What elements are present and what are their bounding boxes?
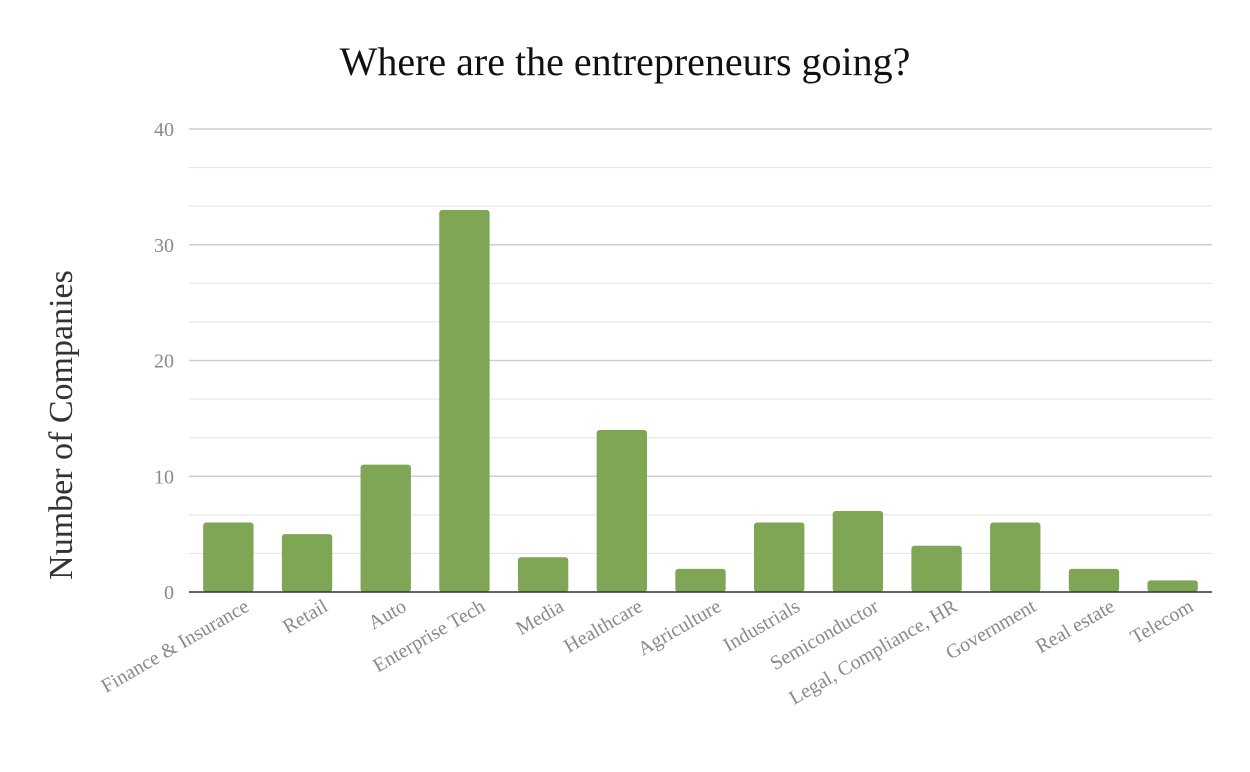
x-tick-label: Finance & Insurance bbox=[98, 595, 253, 697]
bar bbox=[517, 557, 569, 592]
bar bbox=[203, 522, 254, 592]
y-tick-labels: 0 10 20 30 40 bbox=[154, 119, 174, 604]
bar bbox=[675, 568, 726, 592]
x-tick-label: Media bbox=[512, 595, 567, 640]
x-tick-label: Retail bbox=[279, 595, 332, 638]
x-tick-label: Government bbox=[942, 595, 1040, 664]
bar bbox=[832, 510, 884, 592]
x-tick-label: Healthcare bbox=[560, 595, 646, 657]
y-tick-label: 40 bbox=[154, 119, 174, 141]
bar bbox=[1147, 580, 1198, 592]
bar bbox=[754, 522, 805, 592]
bar bbox=[281, 534, 333, 592]
y-tick-label: 10 bbox=[154, 466, 174, 488]
bar bbox=[990, 522, 1041, 592]
x-tick-label: Agriculture bbox=[634, 595, 725, 660]
chart-title: Where are the entrepreneurs going? bbox=[339, 39, 911, 84]
bar bbox=[360, 464, 411, 592]
x-tick-labels: Finance & Insurance Retail AutoEnterprise … bbox=[98, 595, 1198, 709]
bar bbox=[596, 429, 647, 592]
bar bbox=[1068, 568, 1120, 592]
bar bbox=[911, 545, 962, 592]
gridlines bbox=[189, 128, 1212, 555]
y-tick-label: 20 bbox=[154, 351, 174, 373]
x-tick-label: Auto bbox=[365, 595, 411, 634]
bars bbox=[203, 210, 1198, 592]
x-tick-label: Real estate bbox=[1032, 595, 1119, 658]
y-tick-label: 0 bbox=[164, 582, 174, 604]
x-tick-label: Telecom bbox=[1127, 595, 1198, 649]
bar bbox=[439, 210, 490, 592]
y-tick-label: 30 bbox=[154, 235, 174, 257]
